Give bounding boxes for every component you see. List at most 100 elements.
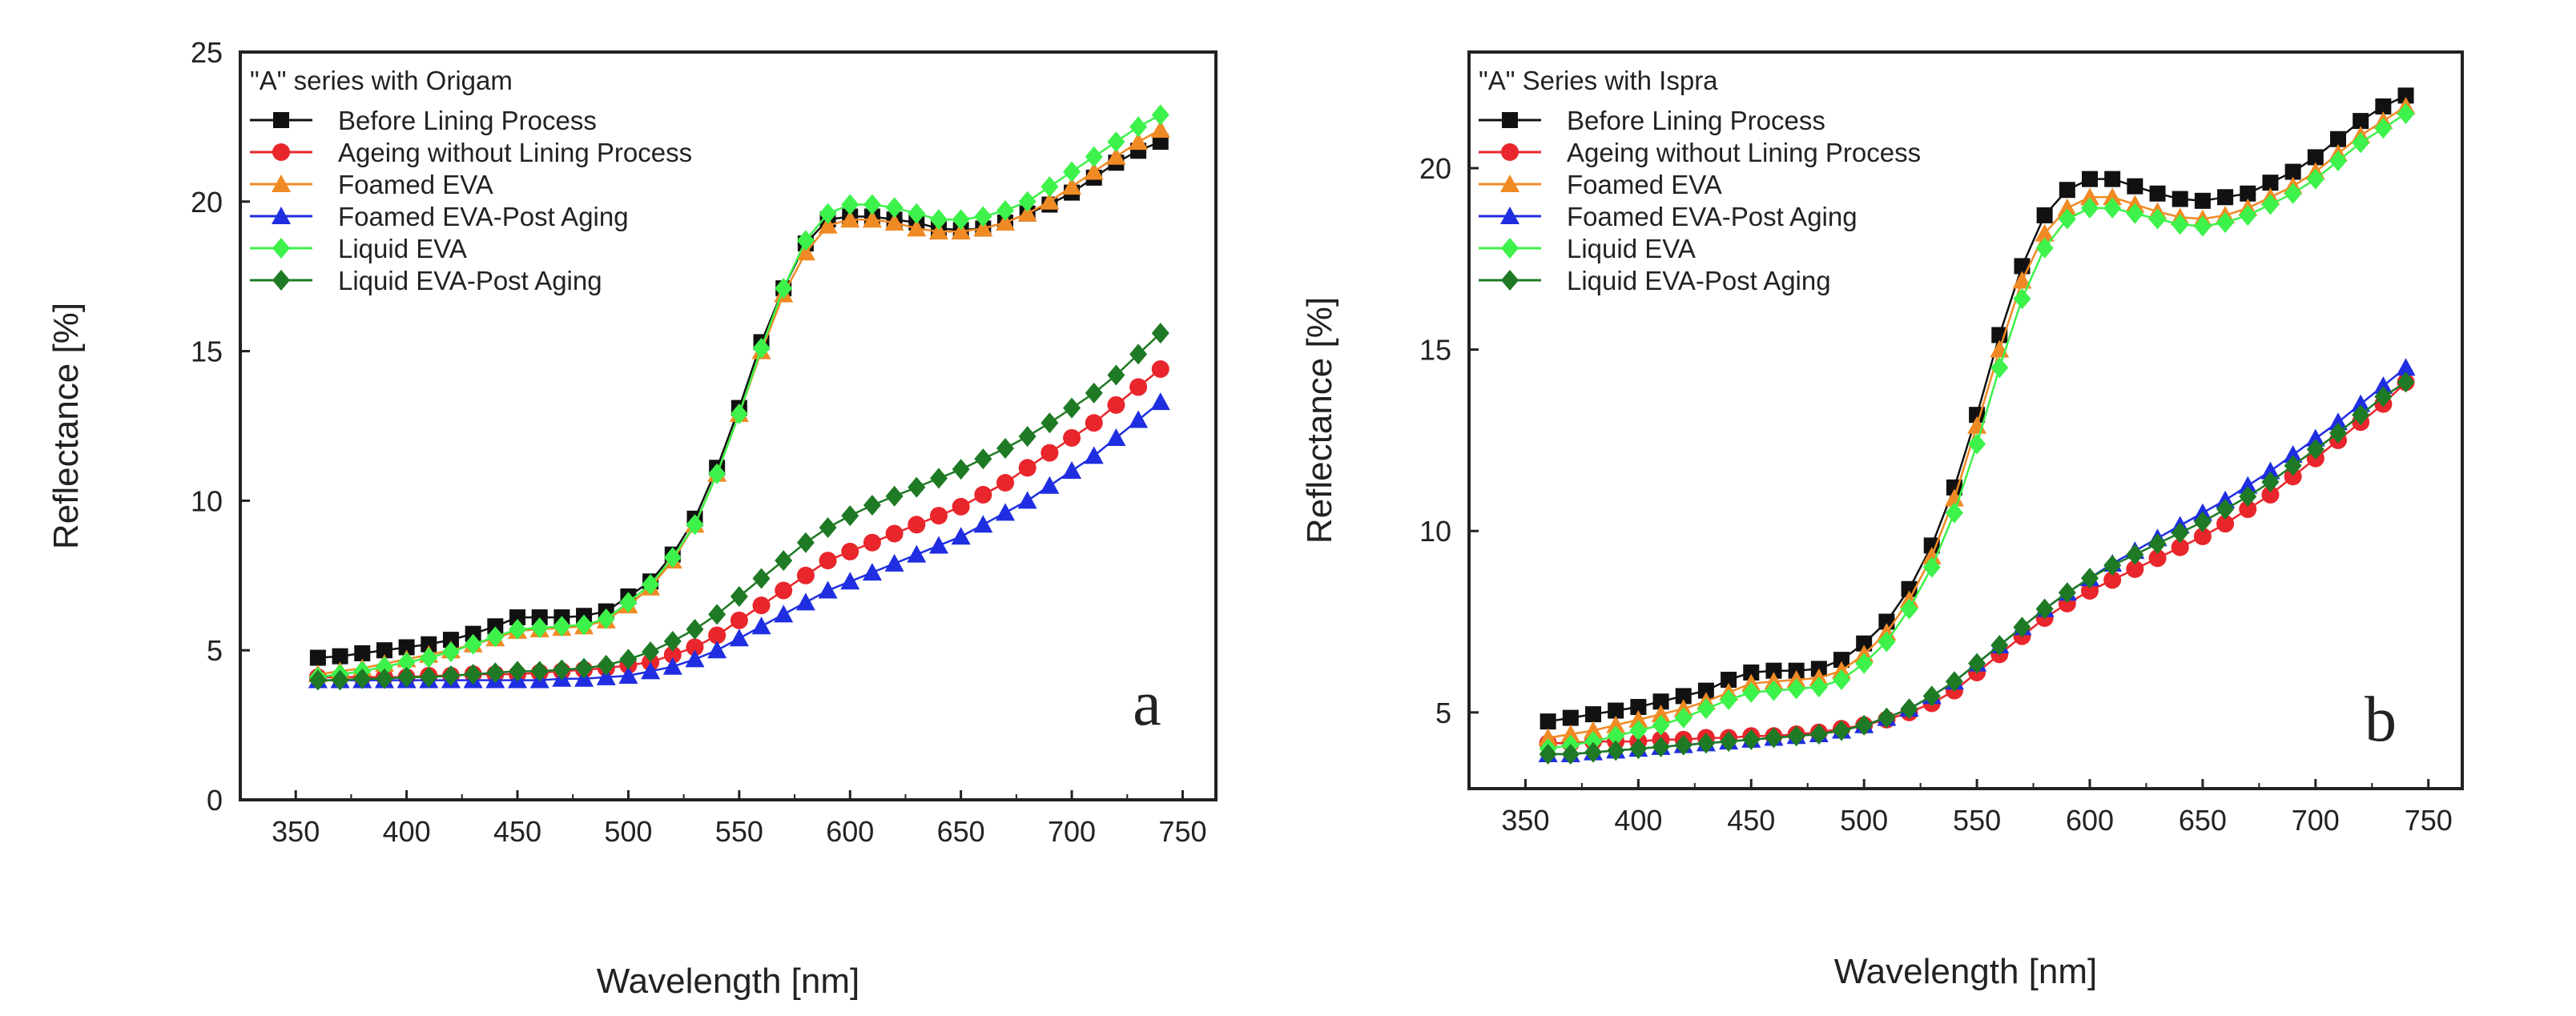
data-point — [354, 645, 371, 661]
data-point — [996, 438, 1015, 460]
data-point — [2284, 163, 2301, 180]
data-point — [420, 647, 438, 669]
data-point — [686, 619, 704, 641]
data-point — [2082, 171, 2098, 187]
data-point — [1697, 733, 1715, 754]
data-point — [2283, 445, 2303, 464]
data-point — [1063, 161, 1081, 183]
data-point — [1561, 743, 1580, 765]
data-point — [487, 618, 504, 635]
data-point — [2193, 215, 2212, 237]
data-point — [929, 507, 948, 525]
data-point — [663, 645, 682, 664]
data-point — [1129, 410, 1149, 428]
panel-label: a — [1133, 669, 1161, 739]
data-point — [596, 667, 616, 685]
data-point — [2148, 533, 2167, 555]
data-point — [464, 664, 482, 685]
data-point — [642, 641, 660, 663]
data-point — [928, 536, 948, 554]
data-point — [1990, 634, 2009, 656]
data-point — [884, 212, 904, 231]
data-point — [2397, 103, 2415, 125]
data-point — [751, 616, 771, 635]
data-point — [884, 553, 904, 572]
data-point — [441, 641, 460, 663]
data-point — [2126, 560, 2144, 578]
data-point — [397, 666, 416, 688]
data-point — [1562, 709, 1579, 726]
data-point — [818, 580, 838, 599]
x-tick-label: 350 — [272, 815, 320, 848]
data-point — [1922, 556, 1941, 578]
data-point — [1855, 714, 1874, 736]
data-point — [1040, 444, 1059, 462]
legend-label: Before Lining Process — [1567, 106, 1825, 135]
data-point — [509, 661, 527, 682]
data-point — [486, 662, 505, 684]
data-point — [486, 626, 505, 648]
y-tick-label: 15 — [1419, 334, 1451, 367]
data-point — [642, 574, 660, 596]
data-point — [420, 666, 438, 688]
data-point — [2104, 171, 2121, 187]
panel-label: b — [2365, 685, 2397, 755]
data-point — [1106, 428, 1126, 446]
data-point — [2103, 555, 2122, 576]
data-point — [1720, 731, 1738, 753]
y-tick-label: 5 — [1435, 697, 1451, 729]
data-point — [841, 194, 859, 215]
data-point — [1833, 652, 1849, 669]
legend-swatch-marker — [1502, 112, 1518, 128]
data-point — [1085, 382, 1103, 404]
data-point — [663, 630, 682, 652]
legend-swatch-marker — [272, 238, 290, 259]
data-point — [2239, 486, 2257, 508]
data-point — [1607, 725, 1625, 747]
data-point — [974, 448, 992, 470]
data-point — [730, 611, 748, 629]
y-tick-label: 15 — [191, 335, 223, 368]
data-point — [421, 636, 437, 653]
data-point — [553, 659, 571, 681]
data-point — [2216, 515, 2235, 533]
data-point — [730, 404, 748, 425]
data-point — [1922, 546, 1942, 564]
data-point — [442, 632, 459, 649]
data-point — [775, 278, 793, 299]
x-tick-label: 750 — [1158, 815, 1206, 848]
data-point — [2148, 208, 2167, 230]
data-point — [663, 547, 682, 568]
data-point — [2148, 549, 2167, 568]
data-point — [2194, 192, 2211, 209]
data-point — [1084, 162, 1104, 180]
data-point — [974, 485, 992, 504]
data-point — [1129, 132, 1149, 151]
data-point — [332, 648, 348, 665]
data-point — [863, 194, 881, 215]
data-point — [597, 654, 615, 676]
data-point — [1584, 721, 1603, 739]
y-tick-label: 20 — [1419, 152, 1451, 185]
x-tick-label: 700 — [1048, 815, 1096, 848]
data-point — [2193, 511, 2212, 532]
data-point — [1584, 741, 1602, 763]
data-point — [1765, 727, 1783, 749]
data-point — [819, 203, 837, 224]
data-point — [863, 533, 881, 552]
data-point — [2373, 375, 2393, 394]
legend-label: Foamed EVA-Post Aging — [1567, 202, 1858, 231]
data-point — [1017, 491, 1037, 509]
data-point — [1018, 459, 1036, 477]
data-point — [796, 532, 815, 553]
x-tick-label: 750 — [2405, 804, 2453, 837]
data-point — [2329, 422, 2347, 444]
data-point — [996, 212, 1016, 231]
data-point — [708, 604, 727, 625]
legend-swatch-marker — [1501, 270, 1519, 291]
data-point — [2103, 197, 2122, 219]
data-point — [840, 210, 860, 228]
data-point — [662, 657, 682, 675]
data-point — [2081, 197, 2099, 219]
data-point — [1878, 631, 1896, 653]
